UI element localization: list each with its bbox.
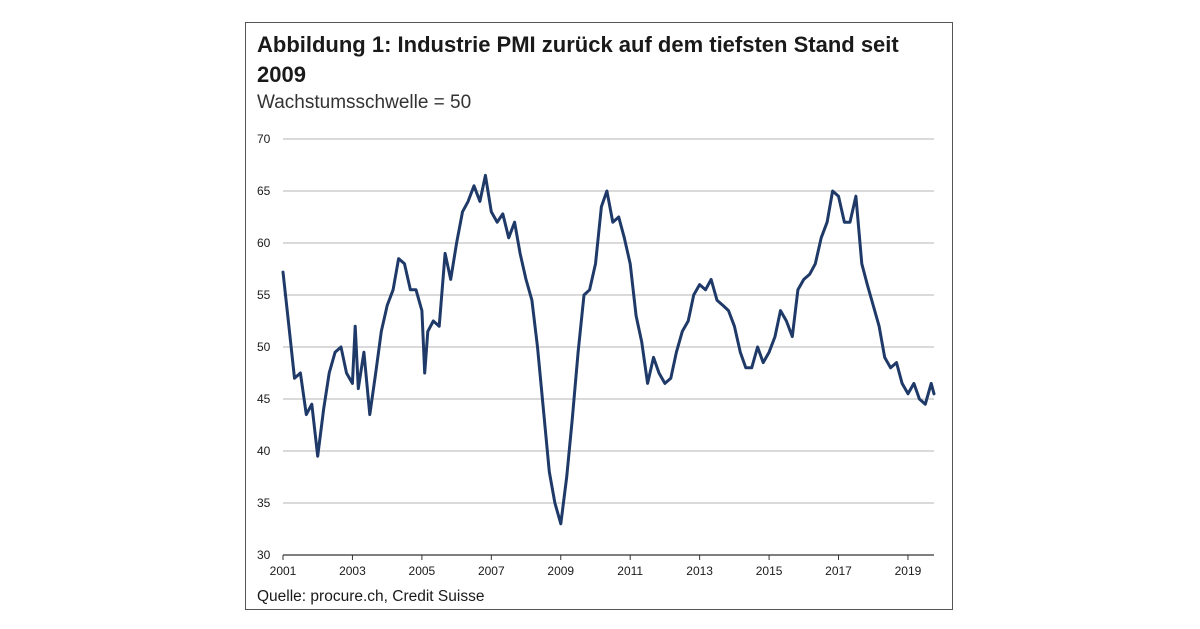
y-tick-label: 60	[257, 236, 271, 250]
y-tick-label: 30	[257, 548, 271, 562]
y-tick-label: 65	[257, 184, 271, 198]
chart-subtitle: Wachstumsschwelle = 50	[257, 92, 472, 113]
y-tick-label: 70	[257, 132, 271, 146]
chart-title: Abbildung 1: Industrie PMI zurück auf de…	[257, 32, 899, 87]
chart-plot: 30 35 40 45 50 55 60 65 70 2001 2003 2005 2007 2009 20…	[257, 132, 936, 578]
y-tick-label: 35	[257, 496, 271, 510]
x-tick-label: 2003	[339, 564, 366, 578]
y-tick-label: 40	[257, 444, 271, 458]
y-tick-label: 50	[257, 340, 271, 354]
y-tick-label: 45	[257, 392, 271, 406]
x-tick-label: 2019	[895, 564, 922, 578]
x-tick-label: 2007	[478, 564, 505, 578]
x-tick-label: 2001	[270, 564, 297, 578]
chart-frame: Abbildung 1: Industrie PMI zurück auf de…	[245, 22, 953, 610]
chart-source: Quelle: procure.ch, Credit Suisse	[257, 588, 485, 605]
x-tick-label: 2017	[825, 564, 852, 578]
x-tick-label: 2011	[617, 564, 643, 578]
x-tick-label: 2013	[686, 564, 713, 578]
series-line-0	[281, 173, 936, 526]
x-tick-label: 2005	[409, 564, 436, 578]
y-tick-label: 55	[257, 288, 271, 302]
x-tick-label: 2009	[547, 564, 574, 578]
x-tick-label: 2015	[756, 564, 783, 578]
